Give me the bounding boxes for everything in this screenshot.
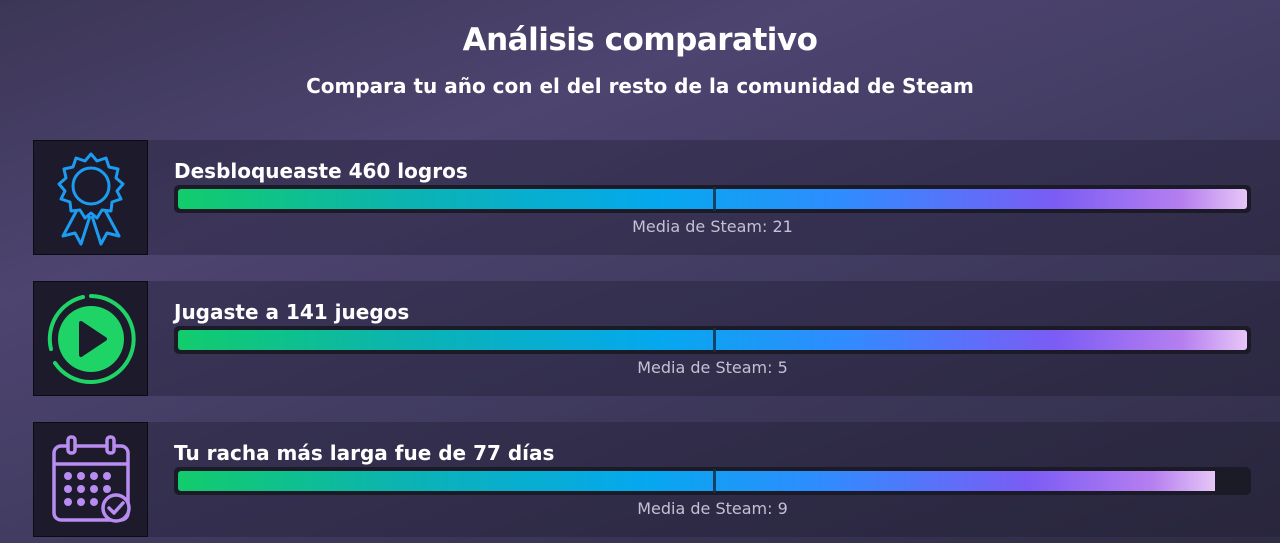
stat-label: Tu racha más larga fue de 77 días [174,441,555,465]
progress-bar [174,326,1251,354]
average-marker [713,328,716,352]
progress-bar [174,185,1251,213]
average-marker [713,187,716,211]
calendar-check-icon [33,422,148,537]
play-circle-icon [33,281,148,396]
steam-average: Media de Steam: 5 [637,358,788,377]
achievement-ribbon-icon [33,140,148,255]
stat-label: Desbloqueaste 460 logros [174,159,468,183]
page-subtitle: Compara tu año con el del resto de la co… [306,74,974,98]
progress-fill [178,330,1247,350]
stat-label: Jugaste a 141 juegos [174,300,410,324]
average-marker [713,469,716,493]
steam-average: Media de Steam: 9 [637,499,788,518]
progress-fill [178,471,1215,491]
stat-row-games: Jugaste a 141 juegos Media de Steam: 5 [33,281,1280,396]
page-title: Análisis comparativo [462,22,818,58]
progress-bar [174,467,1251,495]
stat-row-streak: Tu racha más larga fue de 77 días Media … [33,422,1280,537]
stat-row-achievements: Desbloqueaste 460 logros Media de Steam:… [33,140,1280,255]
steam-average: Media de Steam: 21 [632,217,793,236]
progress-fill [178,189,1247,209]
